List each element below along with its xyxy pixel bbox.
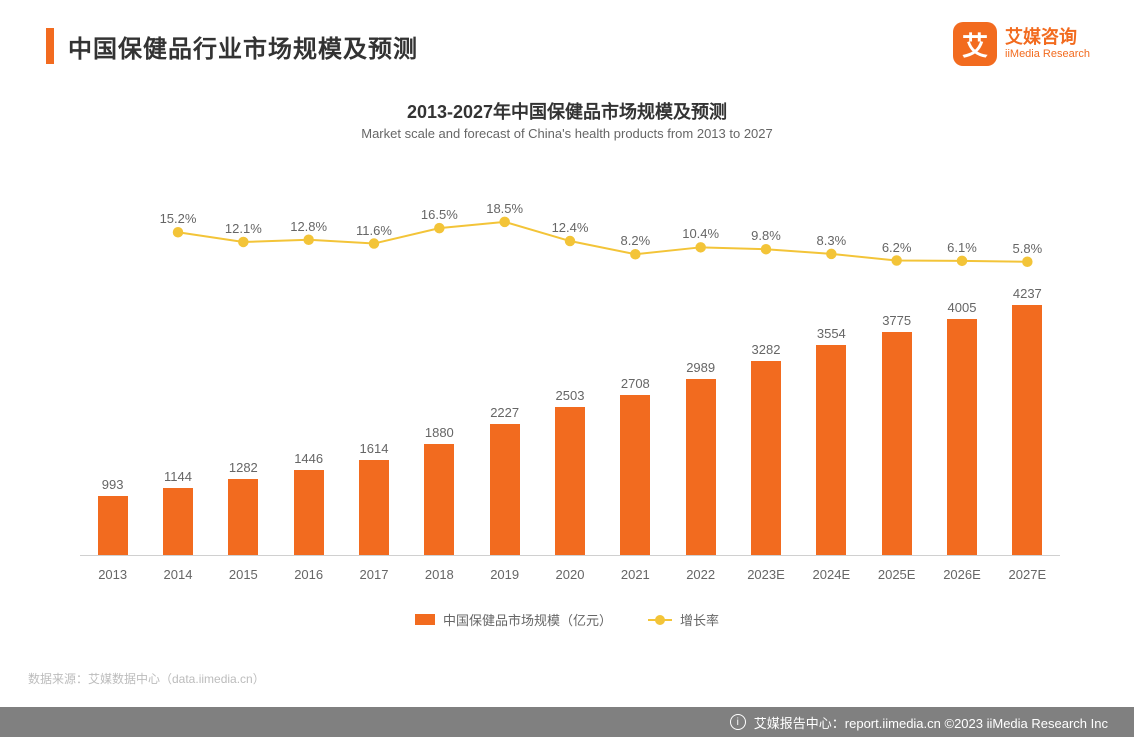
x-tick-label: 2020 [538,567,603,582]
line-value-label: 12.4% [540,220,600,235]
x-tick-label: 2027E [995,567,1060,582]
bar-value-label: 1614 [344,441,404,456]
x-tick-label: 2022 [668,567,733,582]
bar [816,345,846,555]
line-value-label: 6.2% [867,240,927,255]
bar-value-label: 1880 [409,425,469,440]
x-tick-label: 2015 [211,567,276,582]
x-tick-label: 2014 [146,567,211,582]
line-value-label: 8.3% [801,233,861,248]
bar-value-label: 3282 [736,342,796,357]
data-source: 数据来源：艾媒数据中心（data.iimedia.cn） [28,670,265,687]
legend-item-bar: 中国保健品市场规模（亿元） [415,610,612,629]
bar [1012,305,1042,555]
bar [163,488,193,555]
bar [751,361,781,555]
x-tick-label: 2013 [80,567,145,582]
footer-text: 艾媒报告中心：report.iimedia.cn ©2023 iiMedia R… [754,713,1108,732]
logo-text-en: iiMedia Research [1005,48,1090,61]
line-value-label: 15.2% [148,211,208,226]
logo-text-cn: 艾媒咨询 [1005,27,1090,48]
bar [947,319,977,555]
bar-value-label: 3554 [801,326,861,341]
chart-subtitle: Market scale and forecast of China's hea… [0,126,1134,141]
logo-icon: 艾 [953,22,997,66]
line-value-label: 10.4% [671,226,731,241]
bar-value-label: 1282 [213,460,273,475]
bar-value-label: 1446 [279,451,339,466]
line-value-label: 8.2% [605,233,665,248]
page-header: 中国保健品行业市场规模及预测 [46,28,418,64]
x-tick-label: 2016 [276,567,341,582]
bar-value-label: 4005 [932,300,992,315]
x-tick-label: 2025E [864,567,929,582]
line-value-label: 12.1% [213,221,273,236]
legend-item-line: 增长率 [648,610,719,629]
info-icon: i [730,714,746,730]
legend-label-line: 增长率 [680,610,719,629]
combo-chart: 993 2013 1144 2014 1282 2015 1446 2016 1614 2017 1… [80,160,1060,600]
bar [555,407,585,555]
line-value-label: 6.1% [932,240,992,255]
line-value-label: 9.8% [736,228,796,243]
bar [686,379,716,555]
bar-value-label: 4237 [997,286,1057,301]
line-value-label: 11.6% [344,223,404,238]
bar-value-label: 3775 [867,313,927,328]
line-value-label: 12.8% [279,219,339,234]
x-tick-label: 2019 [472,567,537,582]
chart-legend: 中国保健品市场规模（亿元） 增长率 [0,610,1134,629]
bar [882,332,912,555]
bar [228,479,258,555]
x-axis [80,555,1060,556]
x-tick-label: 2024E [799,567,864,582]
bar [490,424,520,555]
x-tick-label: 2023E [734,567,799,582]
brand-logo: 艾 艾媒咨询 iiMedia Research [953,22,1090,66]
page-title: 中国保健品行业市场规模及预测 [68,29,418,64]
line-value-label: 16.5% [409,207,469,222]
bar-value-label: 2989 [671,360,731,375]
x-tick-label: 2018 [407,567,472,582]
line-value-label: 5.8% [997,241,1057,256]
bar [620,395,650,555]
bar [424,444,454,555]
legend-label-bar: 中国保健品市场规模（亿元） [443,610,612,629]
x-tick-label: 2021 [603,567,668,582]
bar-value-label: 2708 [605,376,665,391]
bar [98,496,128,555]
bar [294,470,324,555]
x-tick-label: 2026E [930,567,995,582]
bar-value-label: 993 [83,477,143,492]
page-footer: i 艾媒报告中心：report.iimedia.cn ©2023 iiMedia… [0,707,1134,737]
bar-value-label: 1144 [148,469,208,484]
bar-value-label: 2503 [540,388,600,403]
bar-value-label: 2227 [475,405,535,420]
line-value-label: 18.5% [475,201,535,216]
legend-swatch-line [648,619,672,621]
x-tick-label: 2017 [342,567,407,582]
accent-bar [46,28,54,64]
chart-title: 2013-2027年中国保健品市场规模及预测 [0,98,1134,124]
bar [359,460,389,555]
legend-swatch-bar [415,614,435,625]
